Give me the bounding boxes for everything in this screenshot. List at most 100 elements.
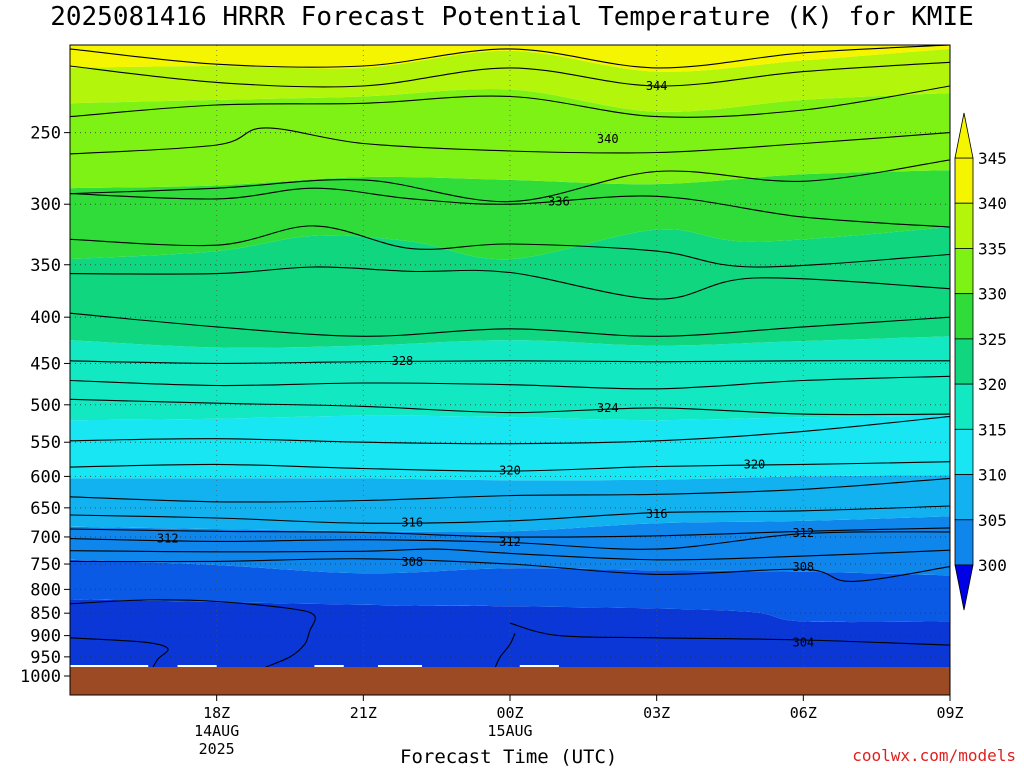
color-band	[70, 336, 950, 421]
contour-338	[70, 159, 950, 203]
x-axis-title: Forecast Time (UTC)	[400, 746, 618, 768]
contour-label: 328	[392, 354, 414, 368]
contour-label: 320	[499, 463, 521, 477]
x-tick-label: 06Z	[790, 704, 817, 722]
colorbar-label: 305	[978, 511, 1007, 530]
y-tick-label: 900	[30, 627, 61, 647]
contour-label: 308	[401, 555, 423, 569]
y-tick-label: 700	[30, 528, 61, 548]
y-tick-label: 550	[30, 433, 61, 453]
contour-label: 316	[646, 507, 668, 521]
x-tick-label: 09Z	[936, 704, 963, 722]
colorbar-segment	[954, 202, 974, 249]
colorbar-segment	[954, 474, 974, 521]
y-tick-label: 300	[30, 195, 61, 215]
contour-308	[70, 558, 950, 582]
colorbar-label: 345	[978, 149, 1007, 168]
colorbar-segment	[954, 338, 974, 385]
contour-label: 344	[646, 79, 668, 93]
contour-320	[70, 461, 950, 472]
y-tick-label: 1000	[20, 667, 61, 687]
contour-344	[70, 61, 950, 88]
x-tick-date: 15AUG	[487, 722, 532, 740]
colorbar-label: 335	[978, 239, 1007, 258]
contour-310	[70, 548, 950, 561]
y-tick-label: 500	[30, 396, 61, 416]
colorbar-label: 310	[978, 466, 1007, 485]
color-band	[70, 415, 950, 481]
y-tick-label: 600	[30, 467, 61, 487]
x-tick-date: 14AUG	[194, 722, 239, 740]
y-tick-label: 850	[30, 604, 61, 624]
colorbar-segment	[954, 293, 974, 340]
y-tick-label: 650	[30, 499, 61, 519]
y-tick-label: 750	[30, 555, 61, 575]
contour-326	[70, 375, 950, 390]
colorbar-label: 325	[978, 330, 1007, 349]
y-axis: 250 300 350 400 450 500 550 600 650 700 750 800 850 9…	[20, 124, 70, 687]
contour-316	[70, 505, 950, 524]
contour-label: 336	[548, 195, 570, 209]
contour-318	[70, 477, 950, 503]
contour-312	[70, 531, 950, 550]
contour-304	[509, 622, 950, 646]
colorbar: 345 340 335 330 325 320 315 310 305 300	[954, 112, 1007, 611]
color-band	[70, 89, 950, 189]
contour-336	[70, 187, 950, 228]
x-tick-label: 18Z	[203, 704, 230, 722]
colorbar-label: 300	[978, 556, 1007, 575]
contour-346	[70, 45, 950, 69]
y-tick-label: 950	[30, 648, 61, 668]
colorbar-label: 330	[978, 285, 1007, 304]
color-band	[70, 45, 950, 72]
contour-304	[70, 599, 316, 667]
color-band	[70, 475, 950, 532]
colorbar-label: 340	[978, 194, 1007, 213]
x-tick-label: 00Z	[496, 704, 523, 722]
color-band	[70, 170, 950, 260]
contour-342	[70, 85, 950, 118]
colorbar-label: 315	[978, 420, 1007, 439]
contour-304	[494, 633, 516, 667]
colorbar-segment	[954, 383, 974, 430]
x-tick-label: 03Z	[643, 704, 670, 722]
chart-title: 2025081416 HRRR Forecast Potential Tempe…	[50, 2, 974, 32]
colorbar-extend-top	[954, 112, 974, 159]
color-band	[70, 599, 950, 667]
contour-label: 312	[157, 532, 179, 546]
y-tick-label: 400	[30, 308, 61, 328]
x-tick-year: 2025	[199, 740, 235, 758]
contour-label: 312	[499, 535, 521, 549]
ground-fill	[70, 667, 950, 695]
contour-label: 340	[597, 132, 619, 146]
contour-label: 308	[792, 560, 814, 574]
colorbar-segment	[954, 428, 974, 475]
contour-332	[70, 266, 950, 300]
contour-340	[70, 127, 950, 155]
contour-lines	[70, 45, 950, 667]
y-tick-label: 250	[30, 124, 61, 144]
x-tick-label: 21Z	[350, 704, 377, 722]
colorbar-label: 320	[978, 375, 1007, 394]
contour-322	[70, 415, 950, 445]
contour-label: 304	[792, 636, 814, 650]
contour-label: 316	[401, 516, 423, 530]
colorbar-extend-bottom	[954, 564, 974, 611]
contour-334	[70, 225, 950, 268]
colorbar-segment	[954, 248, 974, 295]
contour-314	[70, 527, 950, 538]
y-tick-label: 450	[30, 354, 61, 374]
y-tick-label: 800	[30, 580, 61, 600]
contour-330	[70, 312, 950, 337]
contour-328	[70, 360, 950, 364]
y-tick-label: 350	[30, 256, 61, 276]
contour-label: 312	[792, 526, 814, 540]
contour-label: 324	[597, 401, 619, 415]
colorbar-segment	[954, 519, 974, 566]
source-credit: coolwx.com/models	[852, 746, 1016, 765]
contour-304	[70, 637, 169, 667]
colorbar-segment	[954, 157, 974, 204]
contour-324	[70, 398, 950, 416]
